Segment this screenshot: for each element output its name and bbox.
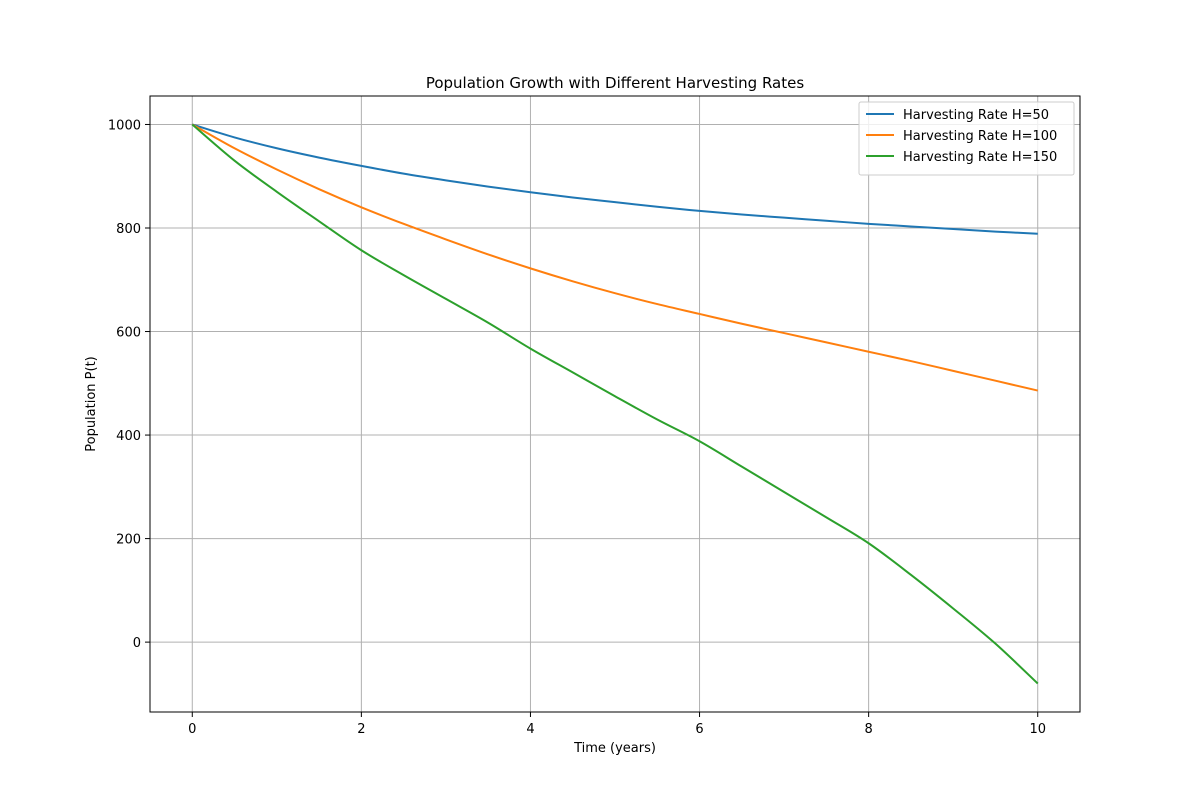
grid-lines [150, 96, 1080, 712]
legend: Harvesting Rate H=50 Harvesting Rate H=10… [858, 101, 1075, 176]
y-tick-label: 800 [116, 222, 141, 237]
legend-box [858, 101, 1075, 176]
y-tick-label: 0 [133, 636, 141, 651]
series-line-2 [191, 123, 1038, 392]
x-tick-label: 6 [695, 722, 703, 737]
x-tick-label: 8 [864, 722, 872, 737]
series-lines [191, 123, 1039, 685]
legend-entry-label: Harvesting Rate H=150 [903, 150, 1057, 165]
x-tick-label: 2 [357, 722, 365, 737]
plot-area-frame [149, 95, 1081, 713]
y-tick-label: 600 [116, 326, 141, 341]
series-line-3 [191, 123, 1039, 685]
legend-entry-label: Harvesting Rate H=50 [903, 108, 1049, 123]
y-tick-label: 400 [116, 429, 141, 444]
x-tick-label: 0 [188, 722, 196, 737]
chart-title: Population Growth with Different Harvest… [426, 74, 805, 92]
y-axis-label: Population P(t) [84, 356, 99, 452]
y-tick-label: 1000 [108, 118, 141, 133]
x-axis-label: Time (years) [573, 741, 656, 756]
x-tick-label: 10 [1029, 722, 1046, 737]
series-line-1 [191, 123, 1038, 235]
y-tick-label: 200 [116, 533, 141, 548]
x-tick-label: 4 [526, 722, 534, 737]
axis-ticks: 0 2 4 6 8 10 0 200 400 600 800 1000 [108, 118, 1046, 737]
legend-entry-label: Harvesting Rate H=100 [903, 129, 1057, 144]
